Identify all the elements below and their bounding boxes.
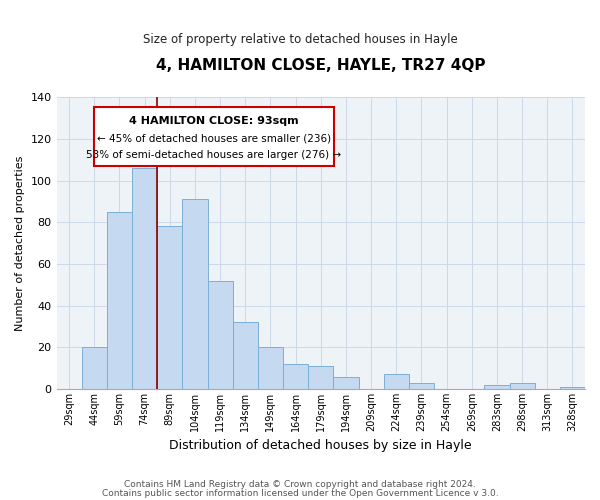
Bar [560, 387, 585, 389]
Bar [509, 383, 535, 389]
Text: 4 HAMILTON CLOSE: 93sqm: 4 HAMILTON CLOSE: 93sqm [129, 116, 299, 126]
Text: Size of property relative to detached houses in Hayle: Size of property relative to detached ho… [143, 32, 457, 46]
Bar [308, 366, 334, 389]
Bar [157, 226, 182, 389]
Bar [132, 168, 157, 389]
X-axis label: Distribution of detached houses by size in Hayle: Distribution of detached houses by size … [169, 440, 472, 452]
Text: 53% of semi-detached houses are larger (276) →: 53% of semi-detached houses are larger (… [86, 150, 341, 160]
Text: Contains HM Land Registry data © Crown copyright and database right 2024.: Contains HM Land Registry data © Crown c… [124, 480, 476, 489]
Bar [334, 376, 359, 389]
Bar [182, 200, 208, 389]
Text: Contains public sector information licensed under the Open Government Licence v : Contains public sector information licen… [101, 489, 499, 498]
Y-axis label: Number of detached properties: Number of detached properties [15, 156, 25, 331]
Bar [233, 322, 258, 389]
Bar [208, 280, 233, 389]
Bar [283, 364, 308, 389]
FancyBboxPatch shape [94, 108, 334, 166]
Bar [484, 385, 509, 389]
Bar [383, 374, 409, 389]
Text: ← 45% of detached houses are smaller (236): ← 45% of detached houses are smaller (23… [97, 134, 331, 143]
Title: 4, HAMILTON CLOSE, HAYLE, TR27 4QP: 4, HAMILTON CLOSE, HAYLE, TR27 4QP [156, 58, 485, 72]
Bar [82, 348, 107, 389]
Bar [409, 383, 434, 389]
Bar [258, 348, 283, 389]
Bar [107, 212, 132, 389]
